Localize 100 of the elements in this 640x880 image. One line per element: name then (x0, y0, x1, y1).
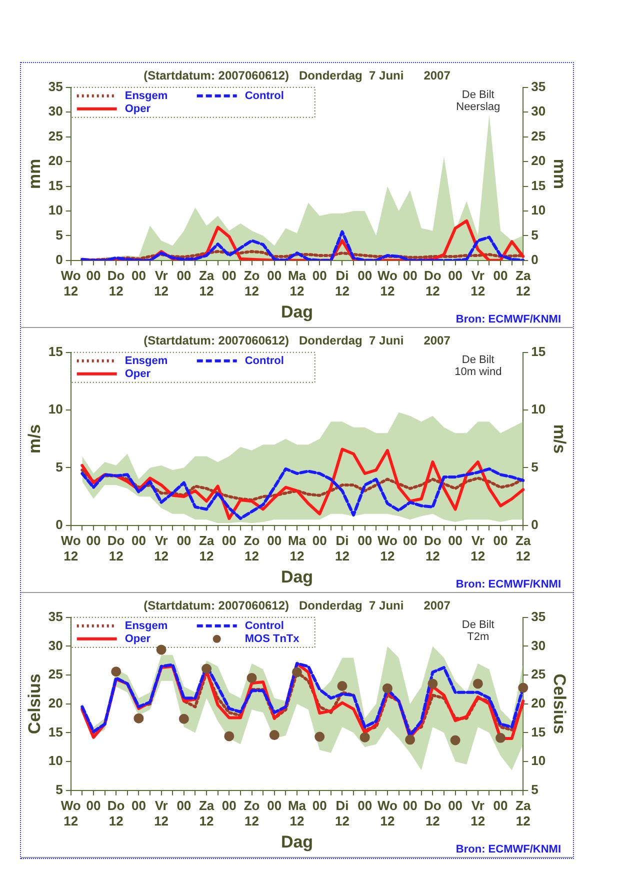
text: Bron: ECMWF/KNMI (456, 578, 561, 591)
y2-tick-label: 15 (531, 178, 546, 193)
legend-label: Ensgem (124, 90, 168, 102)
x-tick-label: Ma 12 (288, 798, 307, 828)
point (224, 731, 234, 742)
x-tick-label: Zo 12 (244, 532, 260, 564)
x-tick-label: 00 (222, 268, 236, 283)
point (428, 678, 438, 689)
x-tick-label: Ma 12 (288, 532, 307, 564)
y-tick-label: 35 (48, 78, 63, 94)
point (450, 735, 460, 746)
point (360, 732, 370, 742)
y-tick-label: 10 (48, 402, 63, 417)
x-tick-label: Za 12 (516, 532, 532, 564)
y2-tick-label: 0 (531, 252, 538, 267)
point (111, 666, 122, 677)
point (292, 667, 302, 678)
x-tick-label: Do 12 (107, 798, 125, 828)
x-tick-label: 00 (86, 268, 101, 283)
x-tick-label: 00 (176, 798, 192, 813)
y-tick-label: 25 (48, 128, 63, 144)
y2-tick-label: 20 (531, 695, 546, 710)
text: Bron: ECMWF/KNMI (456, 844, 561, 856)
legend-label: Control (244, 620, 284, 632)
x-tick-label: 00 (402, 268, 418, 283)
y2-tick-label: 10 (531, 753, 546, 768)
x-tick-label: Vr 12 (154, 268, 169, 298)
y-tick-label: 0 (56, 516, 63, 532)
x-tick-label: 00 (176, 532, 192, 548)
y-tick-label: 10 (48, 202, 63, 218)
y-axis-title: mm (24, 158, 44, 190)
point (269, 730, 280, 740)
x-tick-label: 00 (493, 798, 508, 813)
x-tick-label: 00 (493, 268, 508, 283)
chart-title: (Startdatum: 2007060612) Donderdag 7 Juni 2007 (144, 334, 451, 348)
x-tick-label: 00 (267, 268, 282, 283)
x-tick-label: Di 12 (334, 532, 350, 564)
x-axis-title: Dag (280, 567, 314, 586)
x-tick-label: 00 (176, 268, 192, 283)
y2-tick-label: 10 (531, 402, 546, 417)
x-tick-label: Vr 12 (470, 798, 486, 828)
x-tick-label: 00 (222, 798, 236, 813)
y-tick-label: 5 (56, 459, 63, 474)
x-tick-label: 00 (86, 532, 101, 548)
legend-label: MOS TnTx (244, 632, 300, 645)
x-tick-label: Di 12 (334, 268, 350, 298)
annotation: De Bilt (462, 354, 494, 366)
x-tick-label: 00 (493, 532, 508, 548)
point (202, 664, 212, 674)
chart-title: (Startdatum: 2007060612) Donderdag 7 Juni 2007 (144, 68, 451, 83)
x-tick-label: 00 (267, 798, 282, 813)
y2-tick-label: 30 (531, 638, 546, 653)
x-axis-title: Dag (280, 302, 314, 322)
x-tick-label: Vr 12 (154, 532, 169, 564)
x-tick-label: Vr 12 (470, 532, 486, 564)
point (246, 672, 257, 683)
x-tick-label: Wo 12 (60, 798, 81, 828)
point (472, 678, 483, 689)
y-tick-label: 15 (48, 178, 63, 193)
x-tick-label: Wo 12 (377, 798, 398, 828)
x-tick-label: Do 12 (424, 268, 442, 298)
point (496, 732, 506, 743)
chart-title: (Startdatum: 2007060612) Donderdag 7 Juni 2007 (144, 598, 451, 613)
legend-label: Control (244, 354, 284, 367)
legend-label: Oper (124, 368, 152, 380)
x-tick-label: 00 (402, 798, 418, 813)
x-tick-label: Za 12 (198, 532, 215, 564)
y2-tick-label: 5 (531, 459, 538, 474)
x-tick-label: 00 (86, 798, 101, 813)
x-axis-title: Dag (280, 832, 314, 852)
x-tick-label: Za 12 (198, 268, 215, 298)
legend-label: Control (244, 90, 284, 102)
legend-label: Ensgem (124, 620, 168, 632)
x-tick-label: Wo 12 (377, 268, 398, 298)
y-tick-label: 5 (56, 227, 63, 242)
x-tick-label: Za 12 (198, 798, 215, 828)
y-tick-label: 30 (48, 638, 63, 653)
y-tick-label: 35 (48, 608, 63, 624)
y-tick-label: 25 (48, 666, 63, 682)
x-tick-label: Do 12 (424, 798, 442, 828)
point (134, 713, 144, 724)
legend-label: Ensgem (124, 354, 168, 367)
x-tick-label: 00 (222, 532, 236, 548)
x-tick-label: 00 (131, 798, 146, 813)
x-tick-label: Ma 12 (288, 268, 307, 298)
x-tick-label: 00 (312, 798, 327, 813)
line-series (80, 468, 525, 502)
y-tick-label: 30 (48, 104, 63, 119)
legend-label: Oper (124, 102, 152, 115)
y-tick-label: 15 (48, 724, 63, 740)
y-tick-label: 5 (56, 782, 63, 797)
x-tick-label: 00 (358, 268, 372, 283)
x-tick-label: 00 (267, 532, 282, 548)
y-tick-label: 20 (48, 695, 63, 710)
x-tick-label: Do 12 (424, 532, 442, 564)
point (314, 732, 325, 742)
point (405, 734, 416, 745)
y-axis-title: Celsius (24, 674, 44, 734)
x-tick-label: 00 (131, 532, 146, 548)
annotation: Neerslag (456, 100, 500, 113)
